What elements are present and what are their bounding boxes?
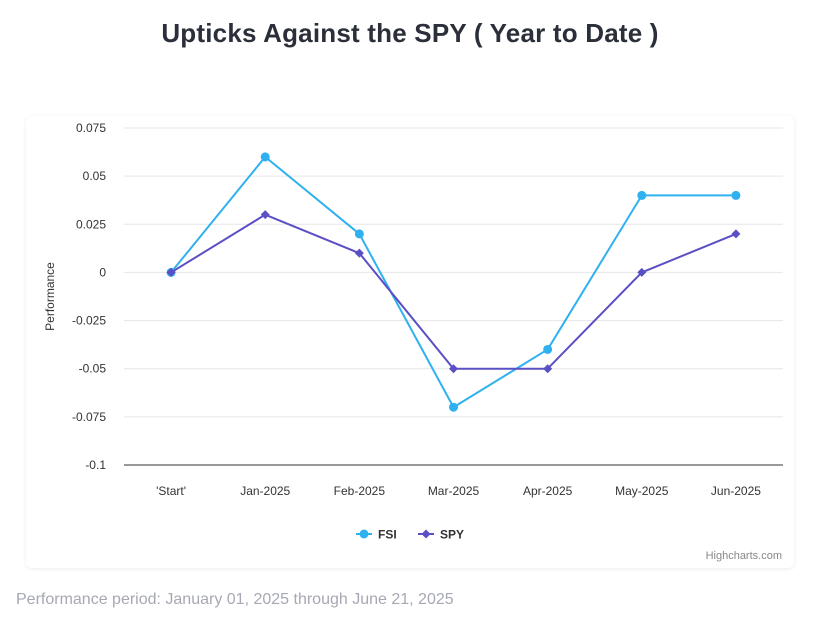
data-point-spy[interactable]: [637, 267, 647, 277]
legend-marker-fsi[interactable]: [359, 529, 369, 539]
data-point-spy[interactable]: [354, 248, 364, 258]
x-tick-label: Mar-2025: [428, 484, 480, 498]
y-axis-title: Performance: [43, 262, 57, 331]
data-point-spy[interactable]: [543, 364, 553, 374]
legend-label-fsi[interactable]: FSI: [378, 528, 397, 542]
data-point-fsi[interactable]: [543, 344, 553, 354]
x-tick-label: Jun-2025: [711, 484, 761, 498]
y-tick-label: 0: [99, 265, 106, 279]
chart-card: 0.075 0.05 0.025 0 -0.025 -0.05 -0.075 -0.1 Perf…: [26, 116, 794, 568]
performance-period-note: Performance period: January 01, 2025 thr…: [16, 591, 454, 608]
data-point-spy[interactable]: [731, 229, 741, 239]
y-tick-label: 0.025: [76, 217, 106, 231]
data-point-spy[interactable]: [166, 267, 176, 277]
x-tick-label: May-2025: [615, 484, 669, 498]
y-tick-label: -0.075: [72, 410, 106, 424]
data-point-fsi[interactable]: [637, 190, 647, 200]
x-tick-label: Feb-2025: [334, 484, 386, 498]
data-point-spy[interactable]: [449, 364, 458, 374]
y-tick-label: -0.1: [85, 458, 106, 472]
page-title: Upticks Against the SPY ( Year to Date ): [161, 18, 659, 48]
data-point-fsi[interactable]: [260, 152, 270, 162]
credits-link[interactable]: Highcharts.com: [705, 550, 782, 562]
x-tick-label: Apr-2025: [523, 484, 573, 498]
data-point-fsi[interactable]: [354, 229, 364, 239]
x-tick-label: 'Start': [156, 484, 186, 498]
y-tick-label: 0.075: [76, 121, 106, 135]
y-tick-label: -0.025: [72, 314, 106, 328]
x-tick-label: Jan-2025: [240, 484, 290, 498]
y-tick-label: -0.05: [79, 362, 107, 376]
legend-marker-spy[interactable]: [421, 529, 431, 539]
line-chart: 0.075 0.05 0.025 0 -0.025 -0.05 -0.075 -0.1 Perf…: [43, 121, 783, 542]
y-tick-label: 0.05: [83, 169, 107, 183]
data-point-fsi[interactable]: [449, 402, 458, 412]
data-point-fsi[interactable]: [731, 190, 741, 200]
data-point-spy[interactable]: [260, 210, 270, 220]
series-line-spy: [170, 213, 737, 370]
legend-label-spy[interactable]: SPY: [440, 528, 464, 542]
